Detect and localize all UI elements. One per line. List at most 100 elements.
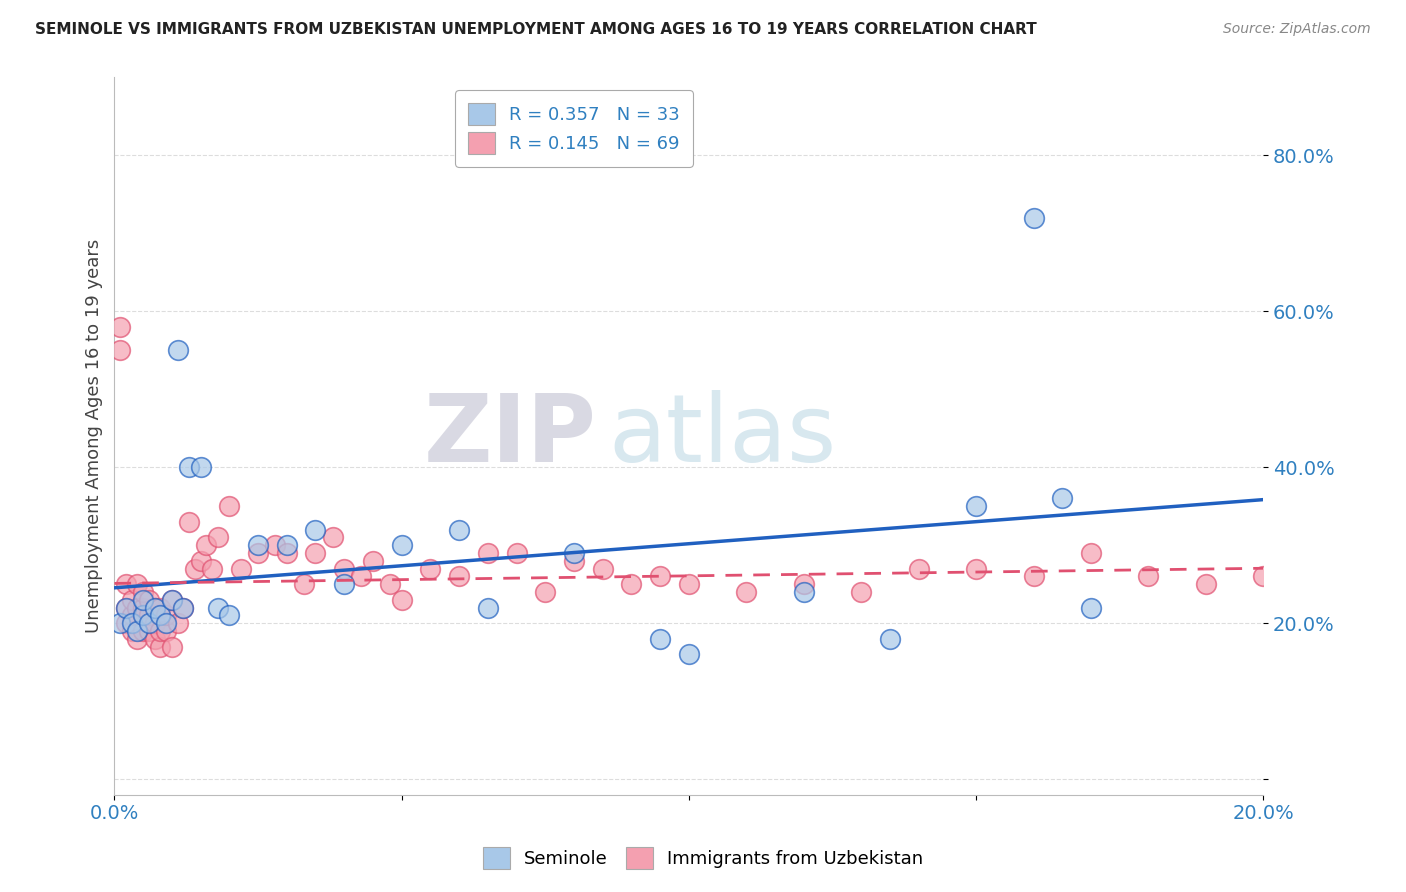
Point [247, 546, 270, 560]
Point [138, 616, 160, 631]
Point [592, 561, 614, 575]
Point [132, 592, 155, 607]
Point [678, 577, 700, 591]
Point [477, 600, 499, 615]
Point [879, 632, 901, 646]
Point [172, 600, 194, 615]
Point [177, 515, 200, 529]
Point [264, 538, 287, 552]
Legend: R = 0.357   N = 33, R = 0.145   N = 69: R = 0.357 N = 33, R = 0.145 N = 69 [456, 90, 693, 167]
Point [276, 546, 298, 560]
Point [1080, 546, 1102, 560]
Point [121, 624, 143, 638]
Point [160, 592, 183, 607]
Point [115, 577, 138, 591]
Point [172, 600, 194, 615]
Point [620, 577, 643, 591]
Point [505, 546, 527, 560]
Point [333, 561, 356, 575]
Point [201, 561, 224, 575]
Point [132, 624, 155, 638]
Text: Source: ZipAtlas.com: Source: ZipAtlas.com [1223, 22, 1371, 37]
Point [207, 600, 229, 615]
Point [155, 616, 177, 631]
Point [115, 600, 138, 615]
Point [138, 624, 160, 638]
Point [534, 585, 557, 599]
Point [166, 616, 188, 631]
Point [149, 624, 172, 638]
Point [391, 592, 413, 607]
Point [127, 632, 149, 646]
Point [190, 460, 212, 475]
Point [160, 592, 183, 607]
Point [1251, 569, 1274, 583]
Point [160, 640, 183, 654]
Point [678, 648, 700, 662]
Point [793, 585, 815, 599]
Point [735, 585, 758, 599]
Point [127, 577, 149, 591]
Point [1052, 491, 1074, 506]
Point [391, 538, 413, 552]
Point [247, 538, 270, 552]
Point [851, 585, 873, 599]
Point [108, 343, 131, 358]
Legend: Seminole, Immigrants from Uzbekistan: Seminole, Immigrants from Uzbekistan [474, 838, 932, 879]
Point [115, 600, 138, 615]
Text: atlas: atlas [609, 390, 837, 482]
Point [562, 554, 585, 568]
Point [793, 577, 815, 591]
Point [155, 624, 177, 638]
Point [127, 600, 149, 615]
Y-axis label: Unemployment Among Ages 16 to 19 years: Unemployment Among Ages 16 to 19 years [86, 239, 103, 633]
Point [132, 608, 155, 623]
Point [419, 561, 441, 575]
Point [449, 569, 471, 583]
Point [127, 624, 149, 638]
Point [143, 632, 166, 646]
Point [207, 531, 229, 545]
Point [218, 608, 240, 623]
Point [132, 608, 155, 623]
Point [115, 616, 138, 631]
Point [121, 616, 143, 631]
Point [218, 500, 240, 514]
Point [333, 577, 356, 591]
Point [149, 640, 172, 654]
Point [1137, 569, 1160, 583]
Point [149, 608, 172, 623]
Point [965, 500, 987, 514]
Point [121, 608, 143, 623]
Point [229, 561, 252, 575]
Point [907, 561, 929, 575]
Text: ZIP: ZIP [425, 390, 598, 482]
Point [449, 523, 471, 537]
Point [650, 569, 672, 583]
Point [304, 546, 326, 560]
Point [276, 538, 298, 552]
Point [108, 616, 131, 631]
Point [350, 569, 373, 583]
Point [562, 546, 585, 560]
Point [477, 546, 499, 560]
Point [121, 592, 143, 607]
Point [1195, 577, 1218, 591]
Point [143, 616, 166, 631]
Point [143, 600, 166, 615]
Point [149, 600, 172, 615]
Point [322, 531, 344, 545]
Point [132, 585, 155, 599]
Point [132, 600, 155, 615]
Point [1080, 600, 1102, 615]
Point [650, 632, 672, 646]
Point [1022, 211, 1045, 225]
Point [304, 523, 326, 537]
Point [195, 538, 218, 552]
Point [292, 577, 315, 591]
Point [108, 320, 131, 334]
Point [143, 600, 166, 615]
Point [190, 554, 212, 568]
Point [155, 608, 177, 623]
Point [138, 592, 160, 607]
